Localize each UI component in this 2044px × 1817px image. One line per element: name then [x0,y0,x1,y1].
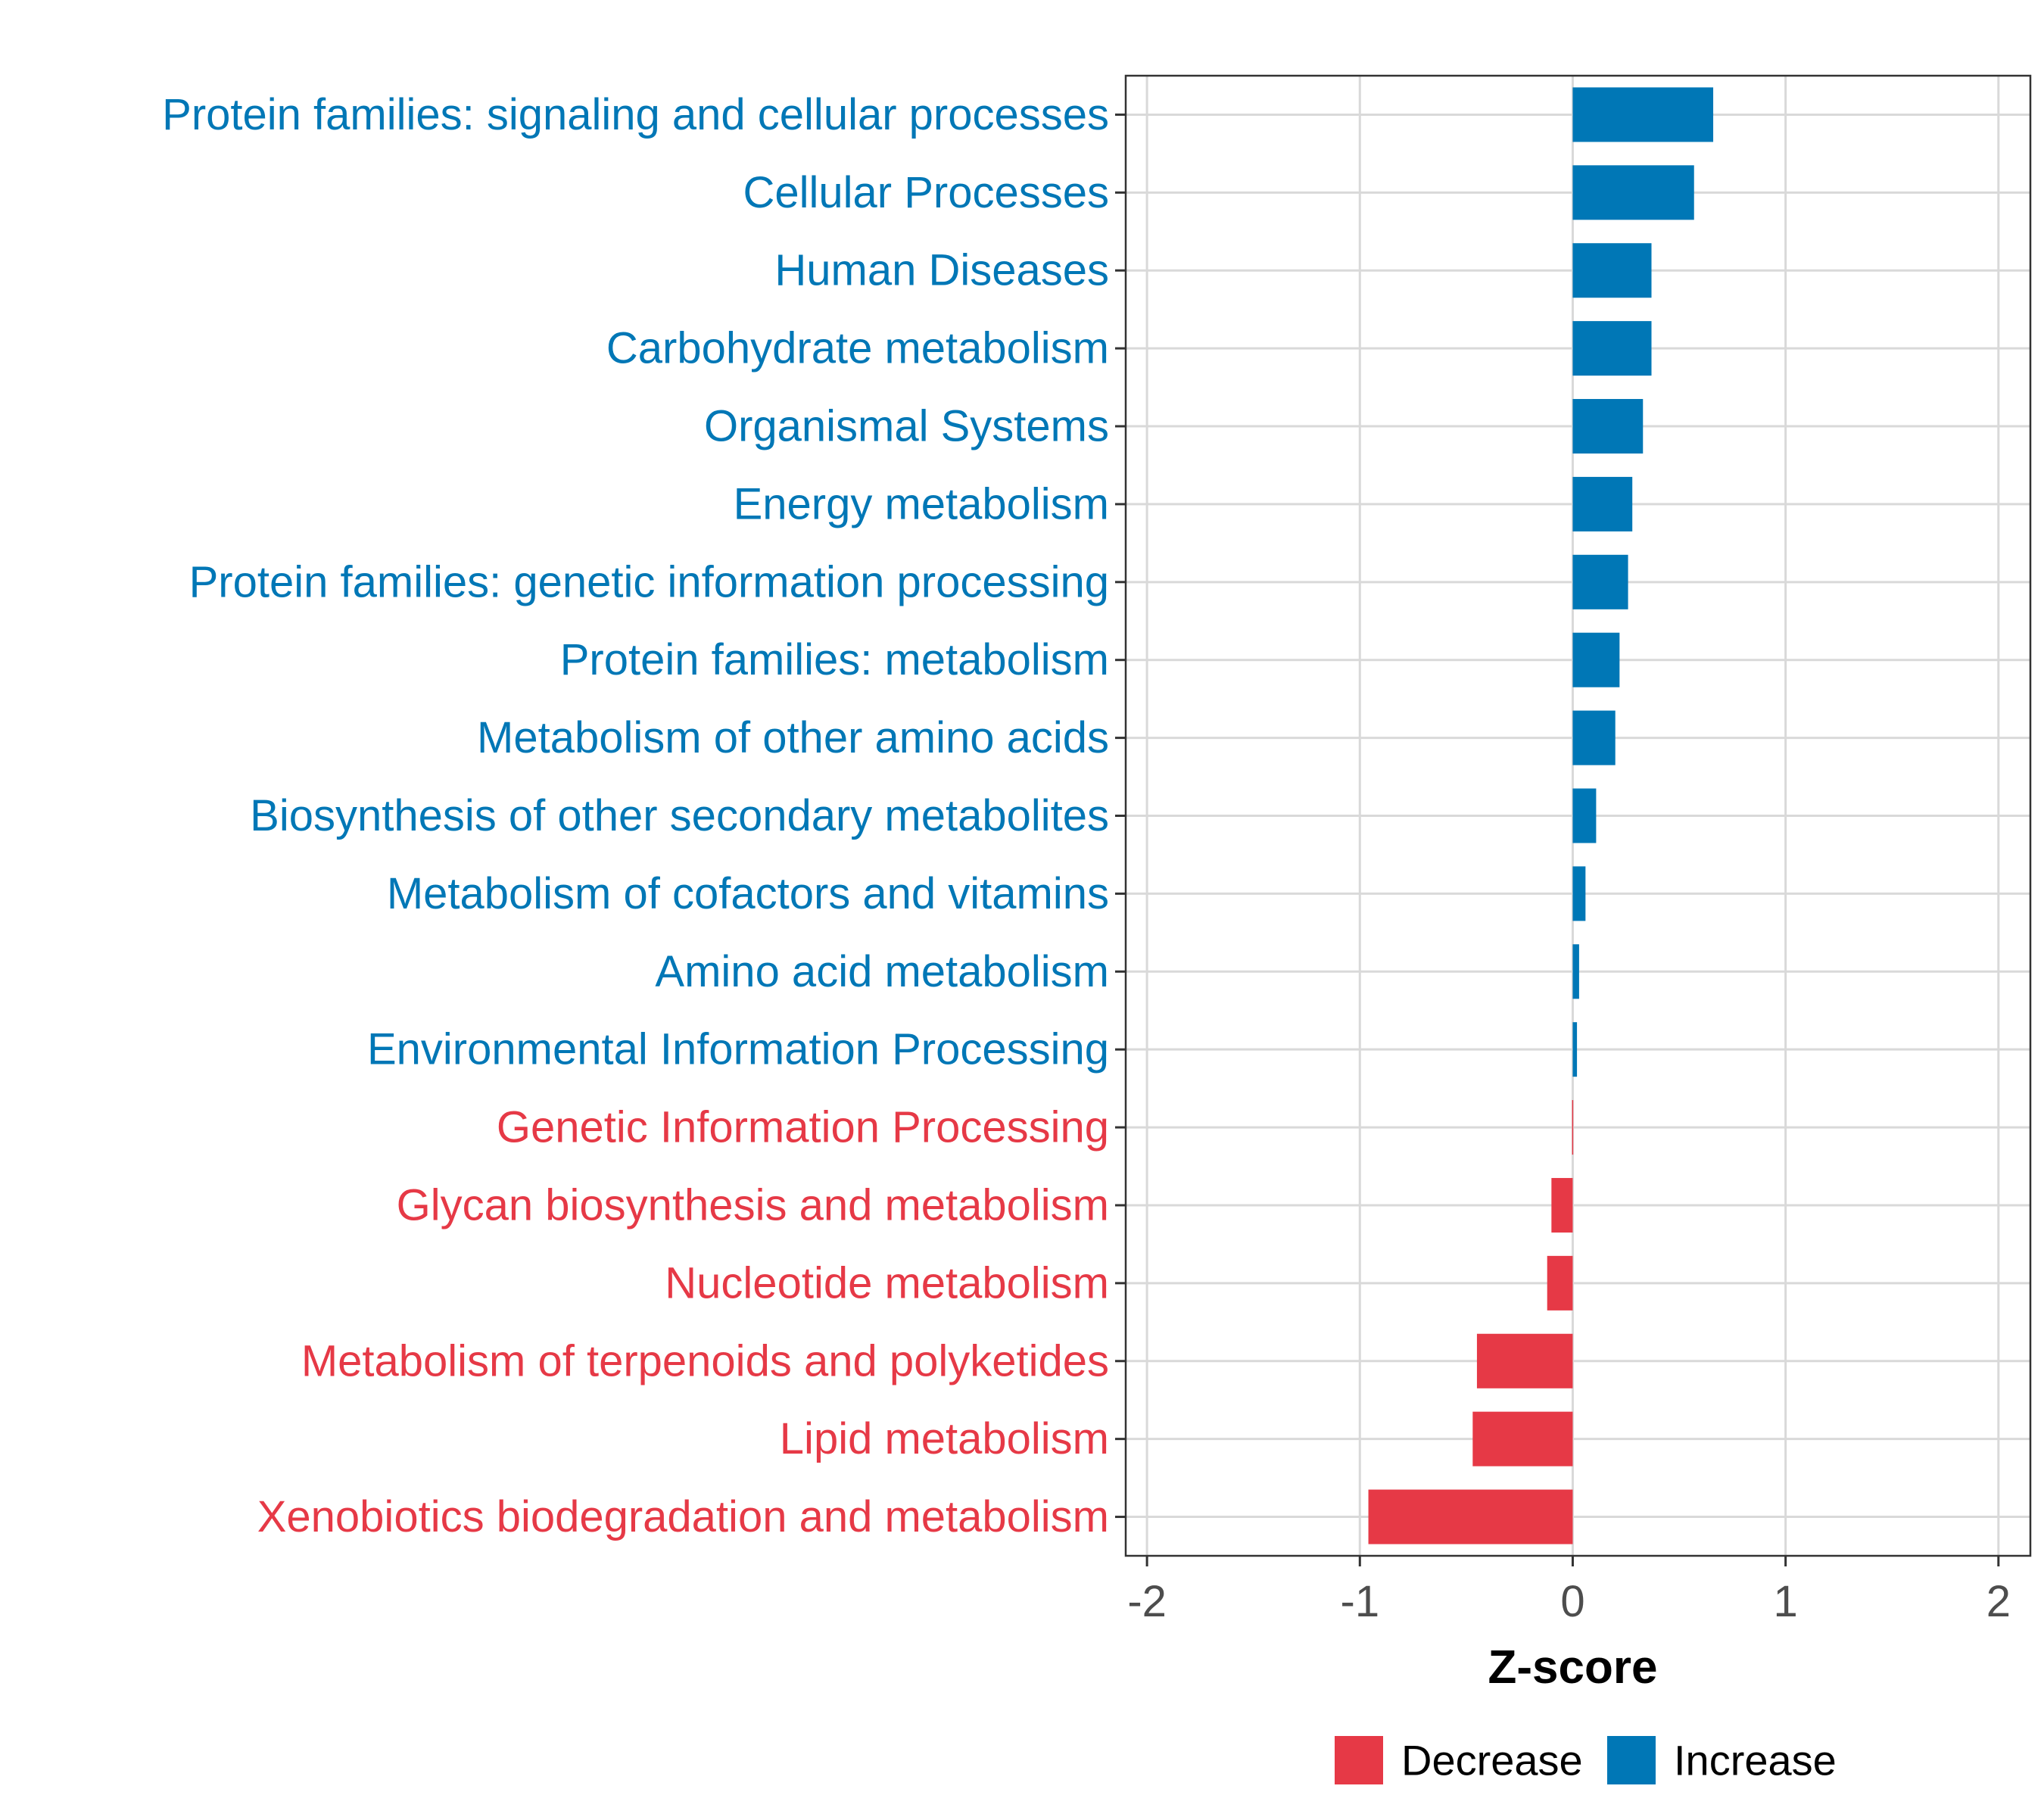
x-tick-label: -1 [1341,1577,1380,1626]
x-tick-label: 0 [1560,1577,1584,1626]
bar [1368,1489,1573,1544]
legend-label-increase: Increase [1674,1737,1837,1784]
y-tick-label: Organismal Systems [704,402,1109,451]
y-tick-label: Xenobiotics biodegradation and metabolis… [257,1492,1109,1541]
bar [1572,632,1620,687]
y-tick-label: Amino acid metabolism [655,947,1109,996]
y-tick-label: Carbohydrate metabolism [606,324,1109,373]
y-tick-label: Metabolism of other amino acids [477,713,1109,762]
y-tick-label: Energy metabolism [734,479,1109,528]
bar [1572,399,1644,454]
bars [1368,87,1714,1544]
y-tick-label: Environmental Information Processing [367,1025,1109,1074]
bar [1572,1100,1574,1155]
x-tick-label: 1 [1774,1577,1798,1626]
bar [1572,476,1633,531]
legend-swatch-increase [1607,1736,1656,1784]
bar [1572,866,1586,921]
legend-label-decrease: Decrease [1401,1737,1583,1784]
legend-swatch-decrease [1335,1736,1383,1784]
bar [1572,243,1652,298]
y-tick-label: Genetic Information Processing [497,1103,1109,1152]
bar [1572,710,1616,765]
y-tick-label: Nucleotide metabolism [665,1258,1109,1307]
bar [1472,1411,1573,1466]
y-axis: Protein families: signaling and cellular… [162,90,1126,1541]
x-tick-label: 2 [1986,1577,2011,1626]
y-tick-label: Protein families: metabolism [560,635,1109,684]
y-tick-label: Human Diseases [774,246,1109,295]
y-tick-label: Glycan biosynthesis and metabolism [397,1180,1109,1230]
bar [1476,1333,1573,1388]
bar [1572,87,1714,142]
x-axis: -2 -1 0 1 2 [1127,1556,2011,1626]
y-tick-label: Lipid metabolism [780,1414,1109,1463]
legend: Decrease Increase [1335,1736,1837,1784]
y-tick-label: Metabolism of cofactors and vitamins [387,869,1109,918]
bar [1572,321,1652,376]
bar [1572,944,1579,999]
y-tick-label: Biosynthesis of other secondary metaboli… [250,791,1109,840]
x-tick-label: -2 [1127,1577,1167,1626]
bar [1572,165,1694,220]
y-tick-label: Cellular Processes [743,168,1109,217]
y-tick-label: Metabolism of terpenoids and polyketides [301,1336,1109,1385]
bar [1572,554,1628,609]
bar [1551,1177,1573,1233]
x-axis-title: Z-score [1488,1641,1657,1694]
y-tick-label: Protein families: signaling and cellular… [162,90,1109,139]
bar [1572,788,1597,843]
bar [1547,1255,1573,1311]
y-tick-label: Protein families: genetic information pr… [189,557,1109,606]
bar [1572,1022,1578,1077]
